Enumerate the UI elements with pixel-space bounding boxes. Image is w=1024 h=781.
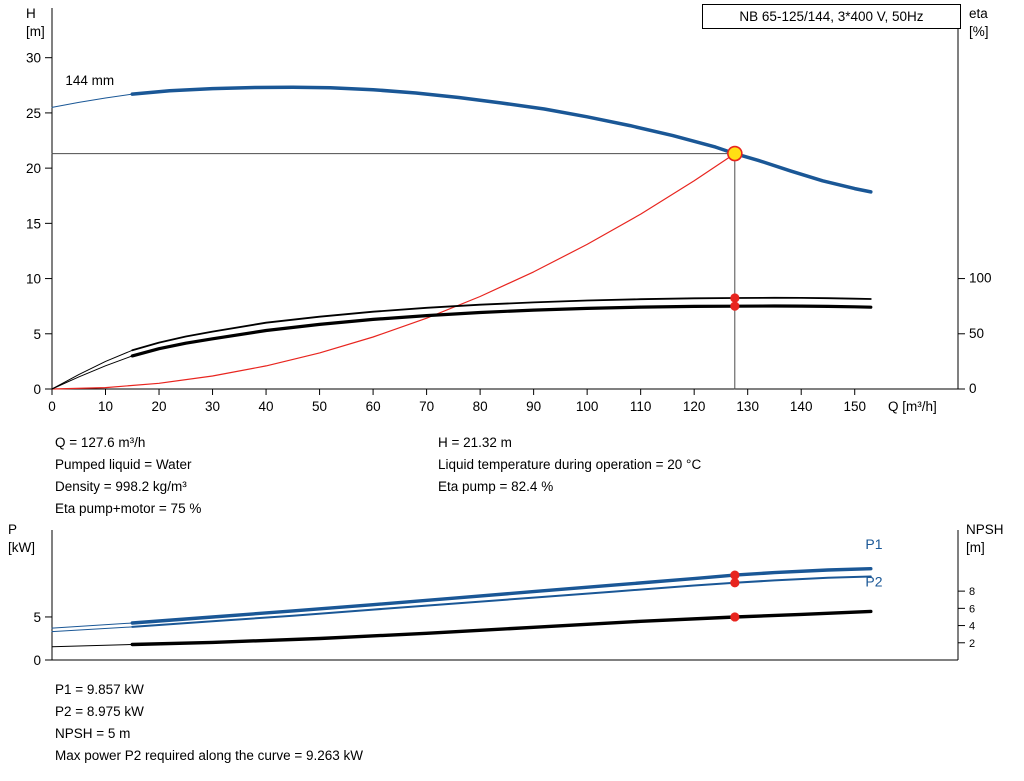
- tick-label: 4: [969, 621, 975, 633]
- p1-duty-dot: [730, 570, 740, 580]
- tick-label: 8: [969, 586, 975, 598]
- p2-curve: [131, 575, 872, 628]
- tick-label: 50: [969, 326, 984, 341]
- annotation-p2: P2 = 8.975 kW: [55, 704, 144, 719]
- tick-label: 2: [969, 638, 975, 650]
- tick-label: 100: [576, 399, 599, 414]
- annotation-liquid-temperature: Liquid temperature during operation = 20…: [438, 457, 702, 472]
- duty-annotations-left: Q = 127.6 m³/h Pumped liquid = Water Den…: [55, 432, 201, 520]
- annotation-density: Density = 998.2 kg/m³: [55, 479, 187, 494]
- annotation-pumped-liquid: Pumped liquid = Water: [55, 457, 192, 472]
- tick-label: 0: [33, 382, 41, 397]
- y-axis-left-title: [m]: [26, 24, 45, 39]
- annotation-max-power: Max power P2 required along the curve = …: [55, 748, 364, 763]
- tick-label: 110: [630, 399, 652, 414]
- p1-curve-lead: [51, 622, 133, 629]
- tick-label: 10: [98, 399, 113, 414]
- tick-label: 20: [26, 161, 41, 176]
- y-axis-right-title: [m]: [966, 540, 985, 555]
- tick-label: 40: [259, 399, 274, 414]
- tick-label: 6: [969, 603, 975, 615]
- tick-label: 20: [152, 399, 167, 414]
- tick-label: 150: [843, 399, 866, 414]
- tick-label: 15: [26, 216, 41, 231]
- annotation-p1: P1 = 9.857 kW: [55, 682, 144, 697]
- duty-crosshair: [51, 153, 736, 390]
- npsh-curve: [130, 609, 873, 647]
- eta-pump-curve: [131, 296, 872, 352]
- x-axis-title: Q [m³/h]: [888, 399, 937, 414]
- impeller-size-label: 144 mm: [65, 73, 114, 88]
- duty-annotations-right: H = 21.32 m Liquid temperature during op…: [438, 432, 701, 498]
- tick-label: 30: [26, 51, 41, 66]
- y-axis-left-title: P: [8, 522, 17, 537]
- tick-label: 0: [48, 399, 56, 414]
- head-efficiency-chart: 0 5 10 15 20 25 30 0 50 100 0 10 20 30 40 50 60 70 80 90 100…: [26, 6, 992, 414]
- y-axis-right-title: eta: [969, 6, 988, 21]
- y-axis-right-title: NPSH: [966, 522, 1004, 537]
- p2-curve-lead: [51, 626, 133, 633]
- y-axis-left-title: [kW]: [8, 540, 35, 555]
- tick-label: 130: [736, 399, 759, 414]
- tick-label: 0: [969, 381, 977, 396]
- annotation-eta-pump-motor: Eta pump+motor = 75 %: [55, 501, 202, 516]
- annotation-npsh: NPSH = 5 m: [55, 726, 131, 741]
- p1-curve: [130, 567, 873, 625]
- tick-label: 100: [969, 271, 992, 286]
- eta-pump-motor-lead: [51, 355, 133, 390]
- eta-pump-duty-dot: [730, 293, 740, 303]
- p2-curve-label: P2: [865, 573, 882, 589]
- head-curve-lead: [51, 93, 133, 108]
- tick-label: 5: [33, 610, 41, 625]
- tick-label: 5: [33, 327, 41, 342]
- duty-point: [727, 145, 743, 162]
- y-axis-right-title: [%]: [969, 24, 989, 39]
- system-curve: [51, 153, 736, 390]
- annotation-h: H = 21.32 m: [438, 435, 512, 450]
- npsh-curve-lead: [51, 644, 133, 648]
- eta-pump-lead: [51, 349, 133, 390]
- power-npsh-chart: 0 5 2 4 6 8 P [kW] NPSH [m] P1 P2: [8, 522, 1004, 668]
- tick-label: 0: [33, 653, 41, 668]
- p2-duty-dot: [730, 578, 740, 588]
- tick-label: 25: [26, 106, 41, 121]
- power-annotations: P1 = 9.857 kW P2 = 8.975 kW NPSH = 5 m M…: [55, 679, 363, 767]
- y-axis-left-title: H: [26, 6, 36, 21]
- pump-model-box: NB 65-125/144, 3*400 V, 50Hz: [702, 4, 961, 29]
- tick-label: 140: [790, 399, 813, 414]
- tick-label: 90: [526, 399, 541, 414]
- head-curve-144mm: [130, 85, 873, 194]
- p1-curve-label: P1: [865, 536, 882, 552]
- annotation-eta-pump: Eta pump = 82.4 %: [438, 479, 554, 494]
- tick-label: 70: [419, 399, 434, 414]
- tick-label: 120: [683, 399, 706, 414]
- tick-label: 60: [366, 399, 381, 414]
- annotation-q: Q = 127.6 m³/h: [55, 435, 146, 450]
- tick-label: 50: [312, 399, 327, 414]
- eta-pump-motor-curve: [130, 304, 873, 358]
- tick-label: 10: [26, 272, 41, 287]
- eta-pump-motor-duty-dot: [730, 301, 740, 311]
- npsh-duty-dot: [730, 612, 740, 622]
- tick-label: 80: [473, 399, 488, 414]
- tick-label: 30: [205, 399, 220, 414]
